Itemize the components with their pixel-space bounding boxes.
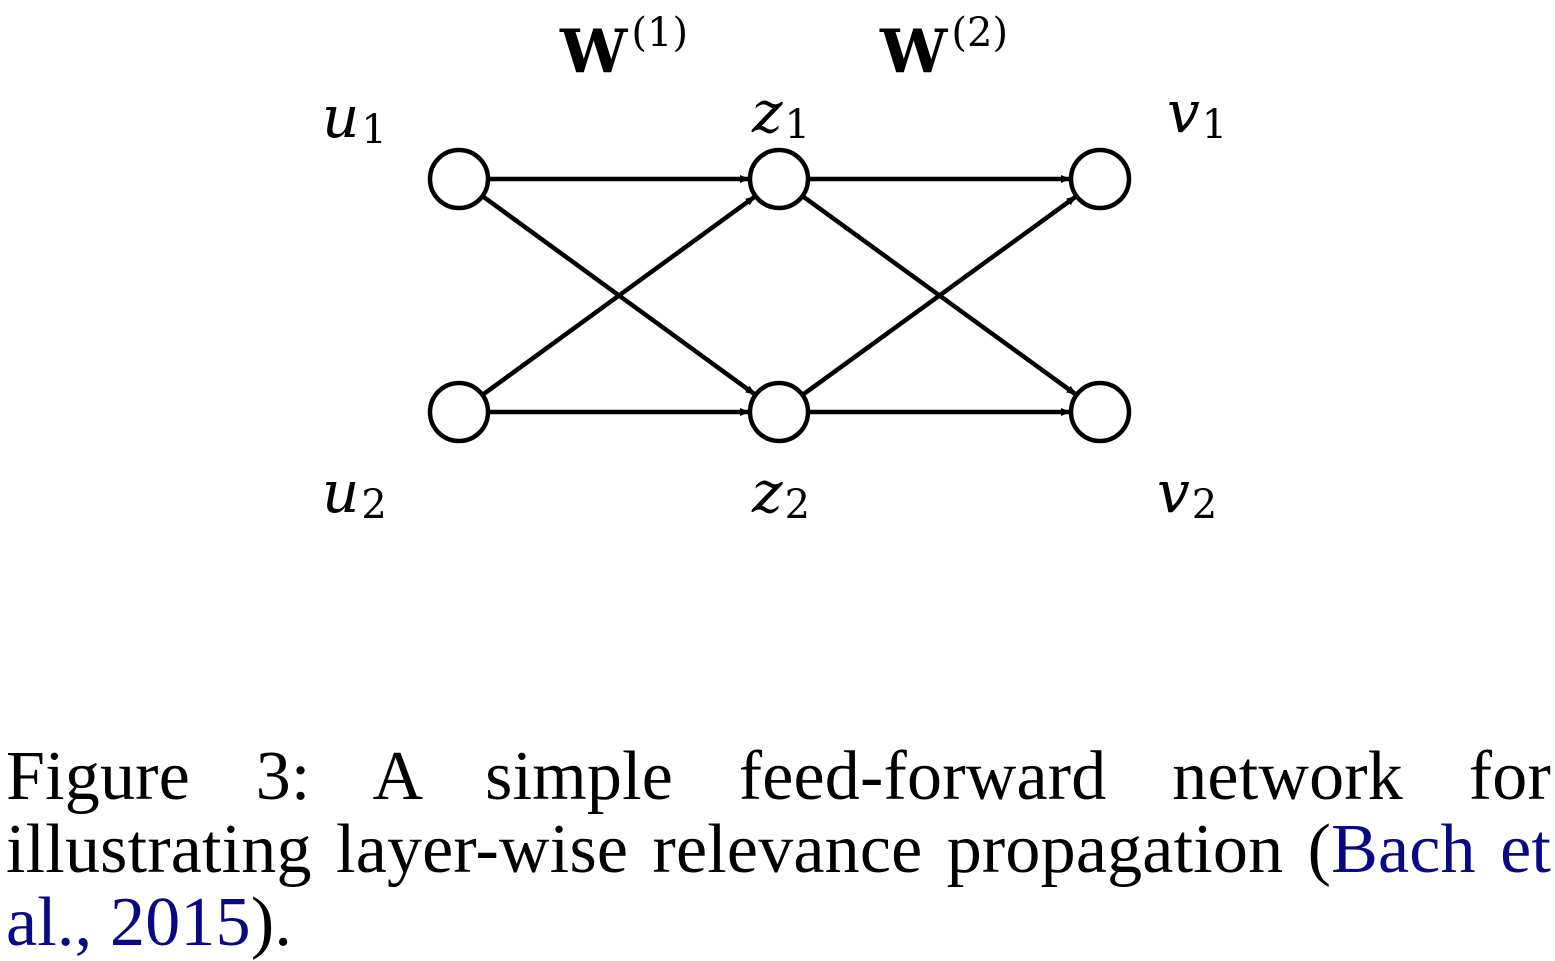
caption-text: Figure 3: A simple feed-forward network … xyxy=(6,738,1551,888)
node-u2 xyxy=(427,380,491,444)
edges-layer xyxy=(481,175,1078,416)
node-label-u2: u2 xyxy=(322,458,387,528)
caption-suffix: ). xyxy=(250,884,293,961)
node-z2 xyxy=(747,380,811,444)
node-label-z2: z2 xyxy=(751,458,810,528)
node-label-z1: z1 xyxy=(751,78,810,148)
node-label-v2: v2 xyxy=(1157,458,1217,528)
node-label-v1: v1 xyxy=(1167,78,1227,148)
weight-label-w2: W (2) xyxy=(879,10,1008,87)
node-v1 xyxy=(1068,147,1132,211)
edge-z2-v1 xyxy=(801,194,1078,397)
weight-label-w1: W (1) xyxy=(559,10,688,87)
edge-u2-z1 xyxy=(481,194,757,397)
node-v2 xyxy=(1068,380,1132,444)
nodes-layer xyxy=(427,147,1132,444)
feed-forward-network-diagram: u1 u2 z1 z2 v1 v2 W (1) W (2) xyxy=(322,10,1227,528)
node-u1 xyxy=(427,147,491,211)
figure-caption: Figure 3: A simple feed-forward network … xyxy=(6,740,1551,959)
node-z1 xyxy=(747,147,811,211)
node-label-u1: u1 xyxy=(322,83,387,153)
